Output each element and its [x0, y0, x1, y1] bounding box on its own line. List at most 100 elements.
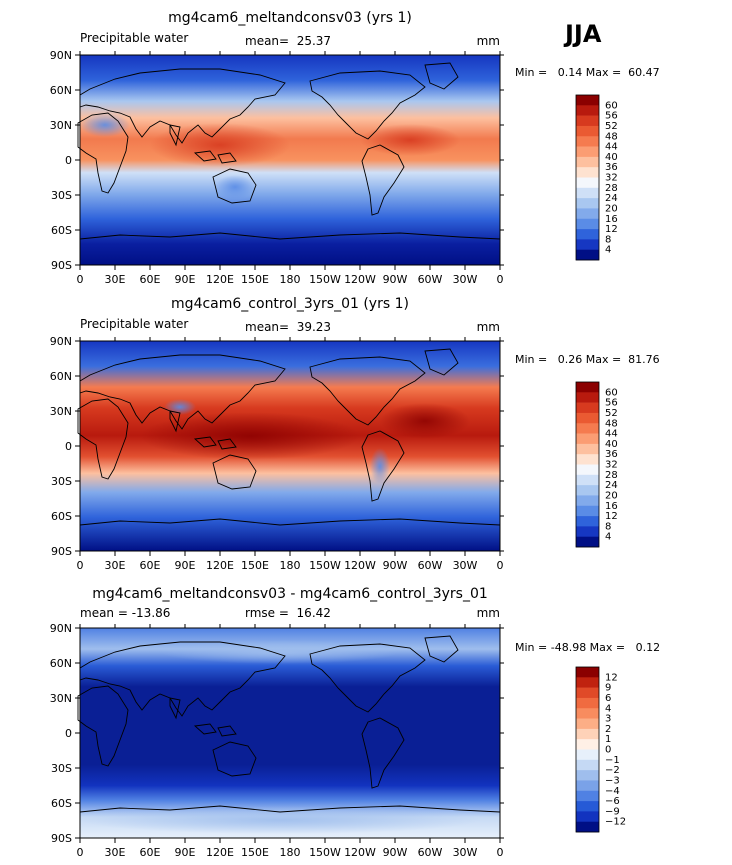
colorbar-label: 24: [605, 480, 618, 491]
colorbar-label: 8: [605, 234, 611, 245]
colorbar-label: 60: [605, 387, 618, 398]
panel-2: [77, 340, 501, 552]
x-tick-label: 0: [497, 273, 504, 286]
y-tick-label: 60S: [51, 797, 72, 810]
x-tick-label: 0: [497, 559, 504, 572]
x-tick-label: 150E: [241, 559, 269, 572]
colorbar-label: 20: [605, 490, 618, 501]
colorbar-label: 0: [605, 745, 611, 756]
x-tick-label: 30E: [105, 559, 126, 572]
colorbar-swatch: [576, 198, 599, 209]
colorbar-swatch: [576, 516, 599, 527]
map-field-1: [80, 55, 500, 265]
dry-andes-2: [370, 448, 390, 484]
x-tick-label: 90W: [383, 559, 408, 572]
x-tick-label: 120E: [206, 846, 234, 859]
left-label-3: mean = -13.86: [80, 606, 170, 620]
colorbar-label: 3: [605, 714, 611, 725]
colorbar-label: 44: [605, 142, 618, 153]
colorbar-label: 12: [605, 672, 618, 683]
left-label-2: Precipitable water: [80, 317, 188, 331]
colorbar-label: 9: [605, 683, 611, 694]
colorbar-swatch: [576, 464, 599, 476]
y-tick-label: 60S: [51, 224, 72, 237]
colorbar-swatch: [576, 208, 599, 220]
colorbar-swatch: [576, 239, 599, 250]
colorbar-label: −9: [605, 806, 620, 817]
colorbar-swatch: [576, 495, 599, 507]
colorbar-swatch: [576, 677, 599, 688]
colorbar-label: 12: [605, 224, 618, 235]
left-label-1: Precipitable water: [80, 31, 188, 45]
x-tick-label: 150E: [241, 273, 269, 286]
y-tick-label: 30S: [51, 762, 72, 775]
colorbar-swatch: [576, 770, 599, 781]
x-tick-label: 90E: [175, 559, 196, 572]
x-tick-label: 120W: [344, 559, 376, 572]
x-tick-label: 60W: [418, 846, 443, 859]
y-tick-label: 90S: [51, 545, 72, 558]
colorbar-swatch: [576, 156, 599, 168]
x-tick-label: 0: [497, 846, 504, 859]
x-tick-label: 60E: [140, 846, 161, 859]
unit-label-1: mm: [477, 34, 500, 48]
colorbar-swatch: [576, 412, 599, 424]
colorbar-frame: [575, 94, 600, 261]
colorbar-label: 32: [605, 173, 618, 184]
colorbar-label: −12: [605, 817, 626, 828]
dry-australia-1: [215, 175, 255, 199]
colorbar-label: −6: [605, 796, 620, 807]
x-tick-label: 150W: [309, 559, 341, 572]
colorbar-label: 12: [605, 511, 618, 522]
y-axis-3: 90N 60N 30N 0 30S 60S 90S: [50, 622, 504, 845]
x-tick-label: 150E: [241, 846, 269, 859]
colorbar-swatch: [576, 125, 599, 137]
x-tick-label: 180: [280, 559, 301, 572]
y-tick-label: 90N: [50, 622, 72, 635]
panel-title-3: mg4cam6_meltandconsv03 - mg4cam6_control…: [92, 586, 488, 602]
y-tick-label: 0: [65, 440, 72, 453]
colorbar-label: 4: [605, 532, 611, 543]
colorbar-label: 40: [605, 152, 618, 163]
colorbar-label: 8: [605, 521, 611, 532]
colorbar-swatch: [576, 821, 599, 833]
colorbar-label: 4: [605, 245, 611, 256]
x-tick-label: 0: [77, 559, 84, 572]
y-axis-2: 90N 60N 30N 0 30S 60S 90S: [50, 335, 504, 558]
colorbar-label: 16: [605, 501, 618, 512]
y-tick-label: 0: [65, 154, 72, 167]
colorbar-swatch: [576, 759, 599, 771]
colorbar-swatch: [576, 718, 599, 730]
colorbar-swatch: [576, 177, 599, 189]
colorbar-swatch: [576, 474, 599, 486]
x-tick-label: 90W: [383, 846, 408, 859]
colorbar-label: −1: [605, 755, 620, 766]
y-tick-label: 90N: [50, 335, 72, 348]
colorbar-label: 16: [605, 214, 618, 225]
unit-label-2: mm: [477, 320, 500, 334]
colorbar-label: 40: [605, 439, 618, 450]
colorbar-swatch: [576, 536, 599, 548]
y-tick-label: 90S: [51, 832, 72, 845]
colorbar-swatch: [576, 801, 599, 812]
colorbar-label: 48: [605, 131, 618, 142]
light-arctic-3: [160, 640, 400, 664]
x-tick-label: 90W: [383, 273, 408, 286]
y-tick-label: 60N: [50, 84, 72, 97]
panel-1: [77, 54, 501, 266]
y-tick-label: 0: [65, 727, 72, 740]
x-tick-label: 120E: [206, 273, 234, 286]
colorbar-swatch: [576, 790, 599, 802]
y-tick-label: 90S: [51, 259, 72, 272]
colorbar-label: −3: [605, 775, 620, 786]
y-tick-label: 30N: [50, 405, 72, 418]
colorbar-swatch: [576, 423, 599, 434]
panel-title-2: mg4cam6_control_3yrs_01 (yrs 1): [171, 296, 409, 312]
x-tick-label: 30W: [453, 273, 478, 286]
x-tick-label: 150W: [309, 846, 341, 859]
x-tick-label: 60E: [140, 273, 161, 286]
colorbar-label: 20: [605, 203, 618, 214]
colorbar-swatch: [576, 433, 599, 445]
colorbar-swatch: [576, 454, 599, 465]
